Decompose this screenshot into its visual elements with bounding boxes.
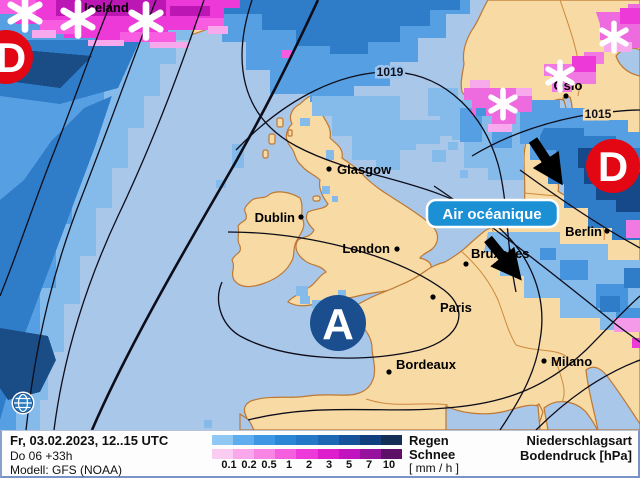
city-dot (463, 261, 469, 267)
low-letter: D (598, 143, 628, 190)
city-dot (541, 358, 547, 364)
legend-tick: 10 (382, 459, 396, 471)
rain-legend-label: Regen (409, 433, 449, 448)
isobar-bold (90, 0, 320, 430)
model-run: Do 06 +33h (10, 449, 73, 463)
snow-swatch (275, 449, 297, 459)
rain-swatch (338, 435, 360, 445)
pressure-centers: D D A (0, 30, 640, 351)
city-label: London (342, 241, 390, 256)
legend-unit-label: [ mm / h ] (409, 461, 460, 475)
city-dublin: Dublin (255, 210, 304, 225)
valid-datetime: Fr, 03.02.2023, 12..15 UTC (10, 433, 169, 448)
snow-swatch (212, 449, 234, 459)
snow-swatch (317, 449, 339, 459)
air-mass-badge: Air océanique (425, 198, 560, 229)
city-bordeaux: Bordeaux (386, 357, 457, 375)
city-label: Milano (551, 354, 592, 369)
city-label: Glasgow (337, 162, 392, 177)
city-london: London (342, 241, 400, 256)
rain-swatch (254, 435, 276, 445)
city-milano: Milano (541, 354, 592, 369)
city-dot (394, 246, 400, 252)
precip-type-title: Niederschlagsart (526, 433, 633, 448)
rain-swatch (212, 435, 234, 445)
land-great-britain (285, 91, 439, 307)
snow-swatch (338, 449, 360, 459)
legend-tick: 2 (305, 459, 313, 471)
city-paris: Paris (430, 294, 472, 315)
rain-color-scale (212, 435, 402, 445)
low-center-east: D (586, 139, 640, 193)
snow-swatch (359, 449, 381, 459)
legend-tick: 3 (325, 459, 333, 471)
snow-swatch (380, 449, 402, 459)
pressure-title: Bodendruck [hPa] (520, 448, 632, 463)
low-letter: D (0, 34, 26, 81)
arrow-icon-south (484, 235, 522, 281)
city-dot (563, 93, 569, 99)
city-label: Dublin (255, 210, 295, 225)
city-glasgow: Glasgow (326, 162, 392, 177)
flow-arrows (484, 137, 563, 281)
rain-swatch (275, 435, 297, 445)
city-markers: Glasgow Dublin London Paris Bruxelles Bo… (84, 0, 610, 375)
legend-tick-labels: 0.1 0.2 0.5 1 2 3 5 7 10 (219, 459, 399, 471)
rain-swatch (233, 435, 255, 445)
land-ireland (231, 191, 305, 288)
city-berlin: Berlin (565, 224, 610, 239)
city-dot (430, 294, 436, 300)
snow-color-scale (212, 449, 402, 459)
high-letter: A (322, 300, 354, 349)
rain-swatch (359, 435, 381, 445)
city-dot (386, 369, 392, 375)
legend-tick: 5 (345, 459, 353, 471)
isobar-label-1019: 1019 (377, 65, 404, 79)
snow-swatch (254, 449, 276, 459)
legend-tick: 7 (365, 459, 373, 471)
precipitation-overlay (0, 0, 640, 430)
info-bar: Fr, 03.02.2023, 12..15 UTC Do 06 +33h Mo… (0, 430, 640, 478)
snow-swatch (233, 449, 255, 459)
city-dot (326, 166, 332, 172)
rain-swatch (296, 435, 318, 445)
model-name: Modell: GFS (NOAA) (10, 463, 123, 477)
snow-swatch (296, 449, 318, 459)
legend-tick: 0.5 (261, 459, 277, 471)
snow-legend-label: Schnee (409, 447, 456, 462)
globe-logo-icon (11, 391, 35, 415)
legend-tick: 0.1 (221, 459, 237, 471)
isobar-label-1015: 1015 (585, 107, 612, 121)
city-label: Paris (440, 300, 472, 315)
city-label: Berlin (565, 224, 602, 239)
low-center-west: D (0, 30, 33, 84)
city-dot (298, 214, 304, 220)
city-dot (604, 228, 610, 234)
arrow-icon-north (528, 137, 563, 186)
air-mass-label: Air océanique (442, 206, 541, 223)
weather-map-svg: 1019 1015 Glasgow Dublin London Paris (0, 0, 640, 430)
legend-tick: 0.2 (241, 459, 257, 471)
sea-cutouts (239, 47, 640, 430)
isobar-labels: 1019 1015 (374, 63, 614, 124)
rain-swatch (317, 435, 339, 445)
high-center: A (310, 295, 366, 351)
rain-swatch (380, 435, 402, 445)
city-label: Bordeaux (396, 357, 457, 372)
legend-tick: 1 (285, 459, 293, 471)
map-canvas: 1019 1015 Glasgow Dublin London Paris (0, 0, 640, 430)
